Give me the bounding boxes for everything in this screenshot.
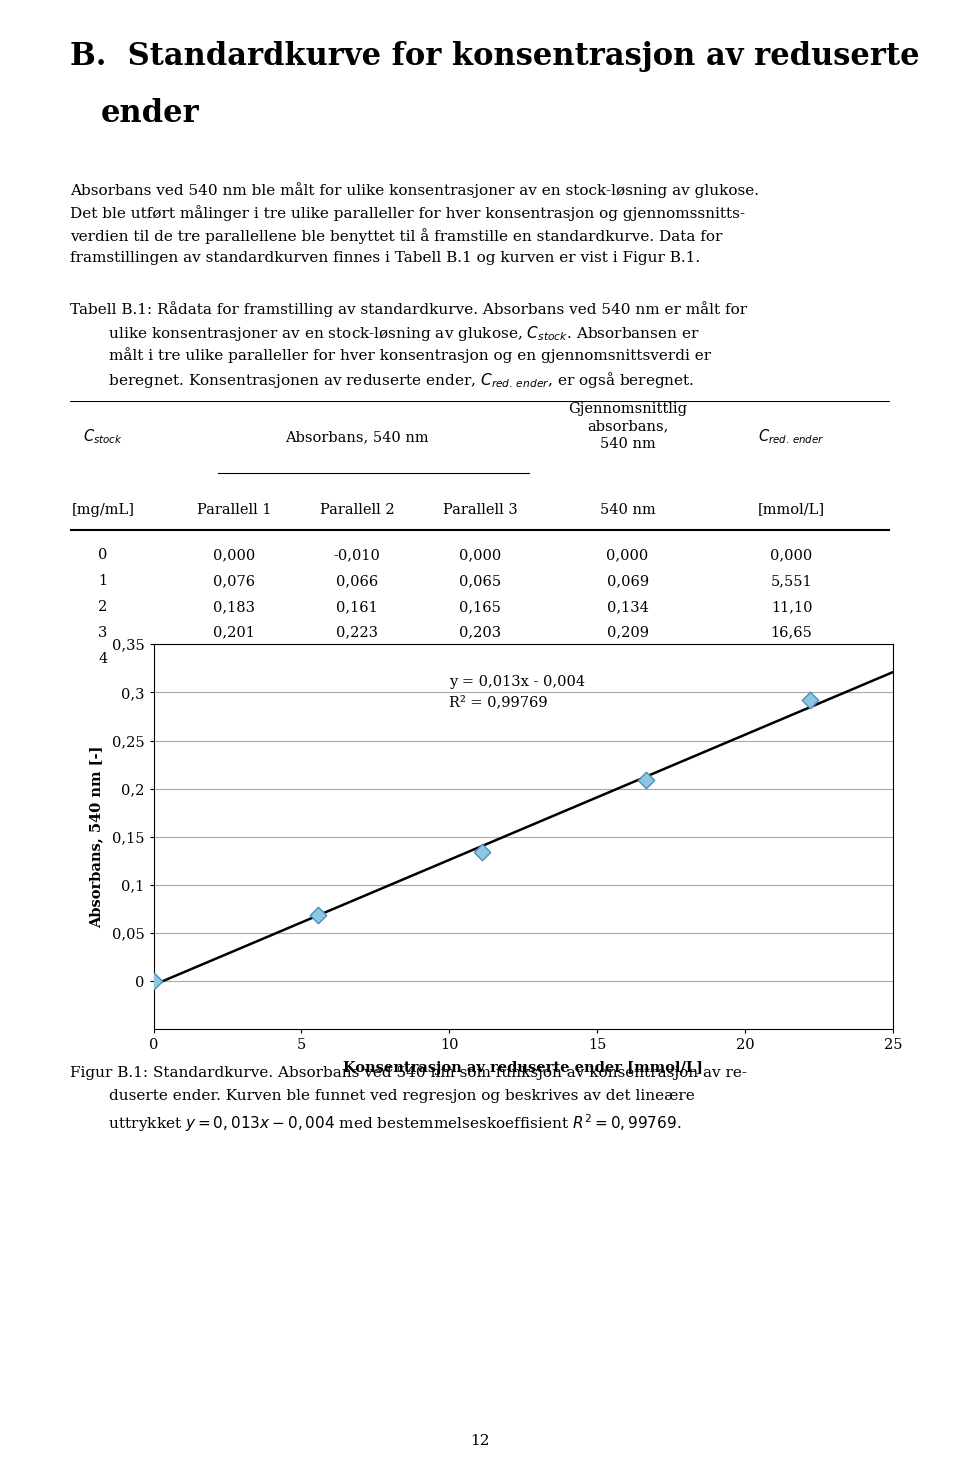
Text: 1: 1 <box>98 573 108 588</box>
Point <box>638 769 654 792</box>
Point <box>803 689 818 712</box>
Text: 0,076: 0,076 <box>213 573 255 588</box>
Text: 0,292: 0,292 <box>607 652 649 665</box>
Text: duserte ender. Kurven ble funnet ved regresjon og beskrives av det lineære: duserte ender. Kurven ble funnet ved reg… <box>70 1090 695 1103</box>
Text: 0,000: 0,000 <box>771 548 813 561</box>
Text: Figur B.1: Standardkurve. Absorbans ved 540 nm som funksjon av konsentrasjon av : Figur B.1: Standardkurve. Absorbans ved … <box>70 1066 747 1080</box>
Text: Gjennomsnittlig
absorbans,
540 nm: Gjennomsnittlig absorbans, 540 nm <box>568 403 687 452</box>
Point <box>146 969 161 992</box>
Text: -0,010: -0,010 <box>333 548 380 561</box>
Text: Tabell B.1: Rådata for framstilling av standardkurve. Absorbans ved 540 nm er må: Tabell B.1: Rådata for framstilling av s… <box>70 302 747 317</box>
Text: Absorbans ved 540 nm ble målt for ulike konsentrasjoner av en stock-løsning av g: Absorbans ved 540 nm ble målt for ulike … <box>70 182 759 198</box>
Y-axis label: Absorbans, 540 nm [-]: Absorbans, 540 nm [-] <box>89 745 104 929</box>
Text: 0,292: 0,292 <box>213 652 255 665</box>
Text: 0,134: 0,134 <box>607 600 649 613</box>
Text: [mg/mL]: [mg/mL] <box>71 502 134 517</box>
Text: beregnet. Konsentrasjonen av reduserte ender, $C_{red.\, ender}$, er også beregn: beregnet. Konsentrasjonen av reduserte e… <box>70 370 694 391</box>
Text: 4: 4 <box>98 652 108 665</box>
Text: 2: 2 <box>98 600 108 613</box>
Text: Det ble utført målinger i tre ulike paralleller for hver konsentrasjon og gjenno: Det ble utført målinger i tre ulike para… <box>70 204 745 221</box>
Text: 22,20: 22,20 <box>771 652 812 665</box>
Text: Absorbans, 540 nm: Absorbans, 540 nm <box>285 429 429 444</box>
Text: 540 nm: 540 nm <box>600 502 656 517</box>
Point <box>474 840 490 863</box>
Text: 0,223: 0,223 <box>336 625 378 640</box>
Text: [mmol/L]: [mmol/L] <box>758 502 825 517</box>
Text: y = 0,013x - 0,004
R² = 0,99769: y = 0,013x - 0,004 R² = 0,99769 <box>449 675 586 709</box>
Text: Parallell 1: Parallell 1 <box>197 502 272 517</box>
Text: $C_{red.\, ender}$: $C_{red.\, ender}$ <box>758 428 825 446</box>
Text: Parallell 2: Parallell 2 <box>320 502 395 517</box>
Text: 0,201: 0,201 <box>213 625 255 640</box>
Text: 0,286: 0,286 <box>459 652 501 665</box>
Text: 3: 3 <box>98 625 108 640</box>
Text: 11,10: 11,10 <box>771 600 812 613</box>
Text: 0,183: 0,183 <box>213 600 255 613</box>
Text: 0,165: 0,165 <box>459 600 501 613</box>
Text: 0,065: 0,065 <box>459 573 501 588</box>
Text: 0,203: 0,203 <box>459 625 501 640</box>
Text: 0,069: 0,069 <box>607 573 649 588</box>
Text: verdien til de tre parallellene ble benyttet til å framstille en standardkurve. : verdien til de tre parallellene ble beny… <box>70 228 723 244</box>
Text: framstillingen av standardkurven finnes i Tabell B.1 og kurven er vist i Figur B: framstillingen av standardkurven finnes … <box>70 250 700 265</box>
Text: 0,066: 0,066 <box>336 573 378 588</box>
Text: Parallell 3: Parallell 3 <box>443 502 517 517</box>
Text: 16,65: 16,65 <box>771 625 812 640</box>
Text: 0,209: 0,209 <box>607 625 649 640</box>
Text: 0,000: 0,000 <box>459 548 501 561</box>
Text: B.  Standardkurve for konsentrasjon av reduserte: B. Standardkurve for konsentrasjon av re… <box>70 41 920 73</box>
Text: $C_{stock}$: $C_{stock}$ <box>83 428 123 446</box>
Text: målt i tre ulike paralleller for hver konsentrasjon og en gjennomsnittsverdi er: målt i tre ulike paralleller for hver ko… <box>70 348 711 363</box>
Text: ender: ender <box>101 98 200 129</box>
Text: ulike konsentrasjoner av en stock-løsning av glukose, $C_{stock}$. Absorbansen e: ulike konsentrasjoner av en stock-løsnin… <box>70 324 700 344</box>
X-axis label: Konsentrasjon av reduserte ender [mmol/L]: Konsentrasjon av reduserte ender [mmol/L… <box>344 1060 703 1075</box>
Text: 12: 12 <box>470 1435 490 1448</box>
Text: 0,000: 0,000 <box>213 548 255 561</box>
Point <box>310 903 325 927</box>
Text: 0,000: 0,000 <box>607 548 649 561</box>
Text: 5,551: 5,551 <box>771 573 812 588</box>
Text: uttrykket $y = 0,013x - 0,004$ med bestemmelseskoeffisient $R^2 = 0,99769$.: uttrykket $y = 0,013x - 0,004$ med beste… <box>70 1112 682 1134</box>
Text: 0,298: 0,298 <box>336 652 378 665</box>
Text: 0: 0 <box>98 548 108 561</box>
Text: 0,161: 0,161 <box>336 600 378 613</box>
